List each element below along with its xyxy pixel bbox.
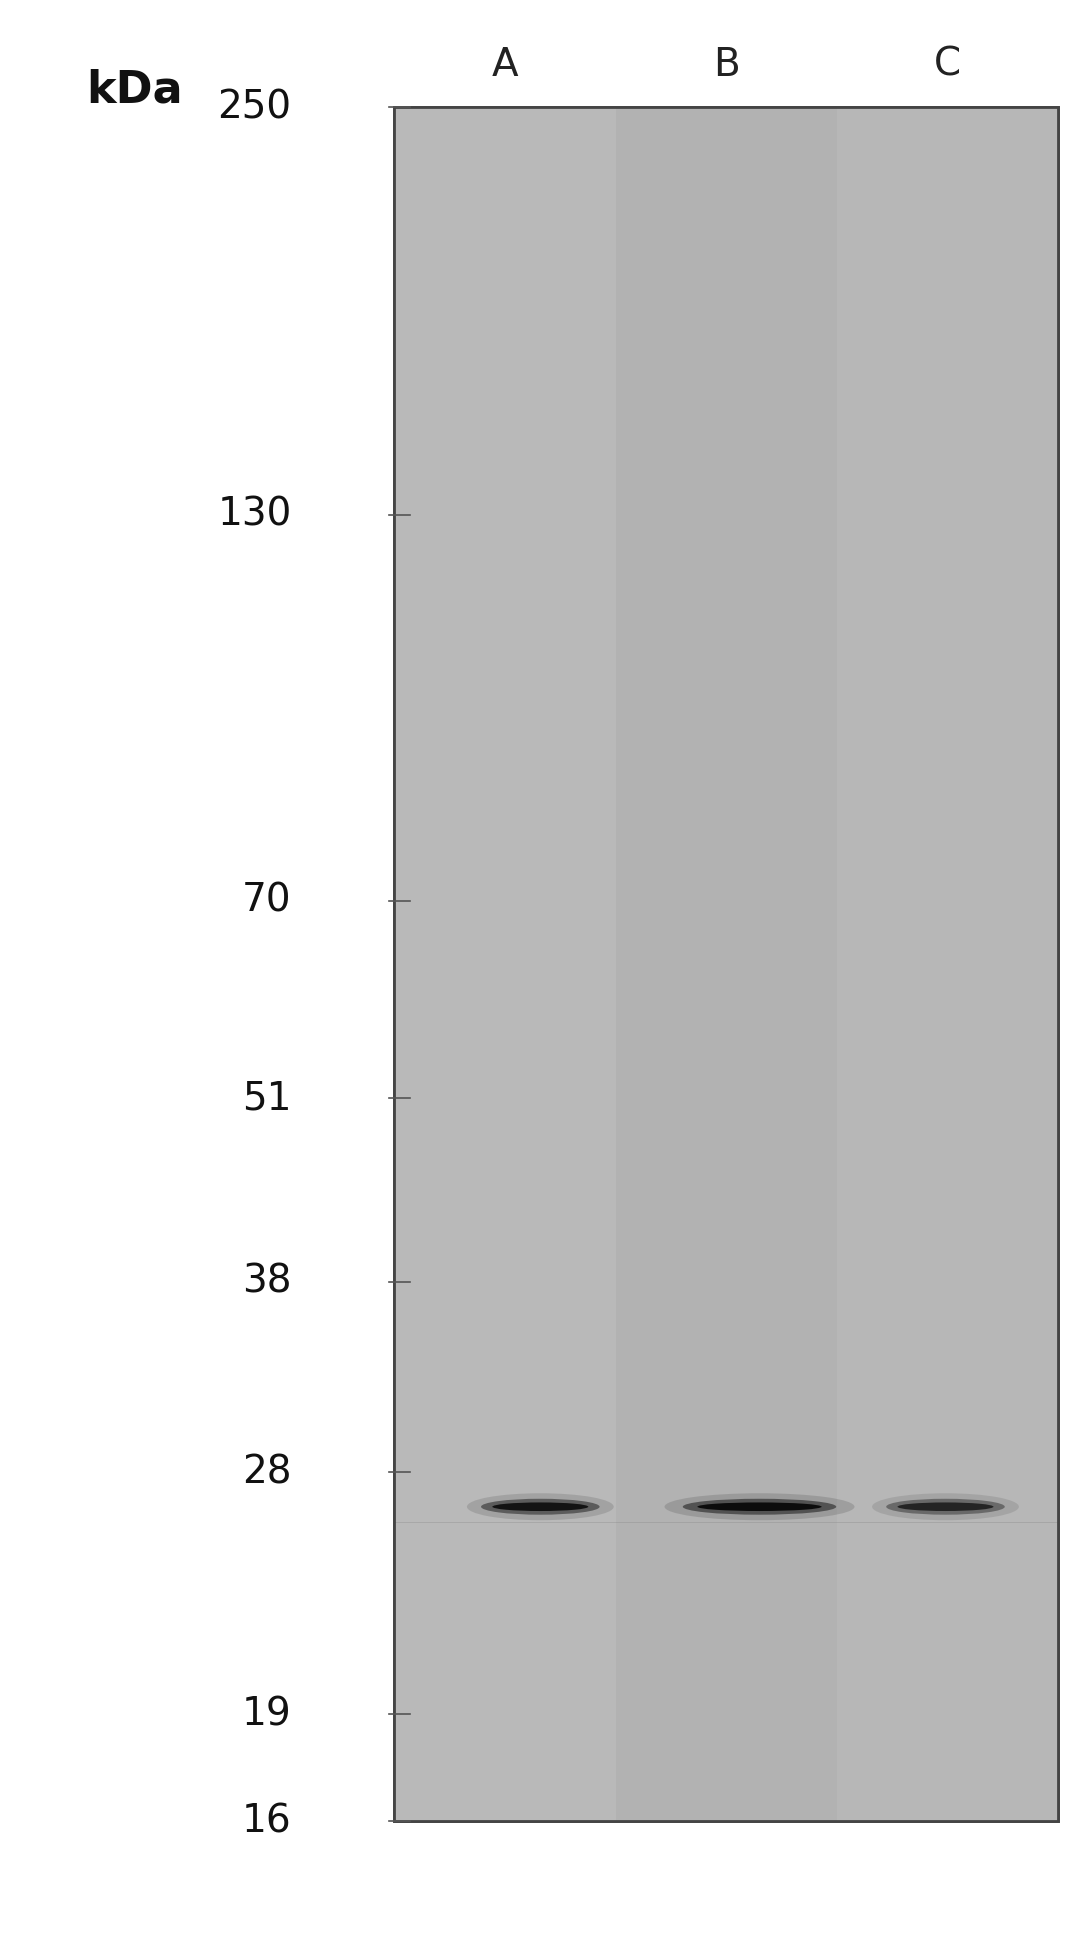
Bar (394, 107, 1058, 1821)
Text: A: A (491, 45, 518, 84)
Ellipse shape (698, 1502, 822, 1512)
Bar (616, 107, 837, 1821)
Text: 250: 250 (217, 88, 292, 127)
Text: kDa: kDa (86, 68, 183, 111)
Ellipse shape (683, 1498, 836, 1516)
Bar (394, 107, 1058, 1821)
Ellipse shape (887, 1498, 1004, 1516)
Bar (394, 107, 616, 1821)
Text: 19: 19 (242, 1695, 292, 1734)
Ellipse shape (481, 1498, 599, 1516)
Text: 130: 130 (217, 497, 292, 534)
Ellipse shape (664, 1494, 854, 1519)
Text: B: B (713, 45, 740, 84)
Text: 38: 38 (242, 1262, 292, 1301)
Ellipse shape (872, 1494, 1018, 1519)
Text: 70: 70 (242, 882, 292, 919)
Text: 16: 16 (242, 1802, 292, 1841)
Ellipse shape (467, 1494, 613, 1519)
Bar (837, 107, 1058, 1821)
Text: 51: 51 (242, 1079, 292, 1118)
Ellipse shape (492, 1502, 589, 1512)
Text: C: C (934, 45, 961, 84)
Text: 28: 28 (242, 1453, 292, 1492)
Ellipse shape (897, 1502, 994, 1512)
